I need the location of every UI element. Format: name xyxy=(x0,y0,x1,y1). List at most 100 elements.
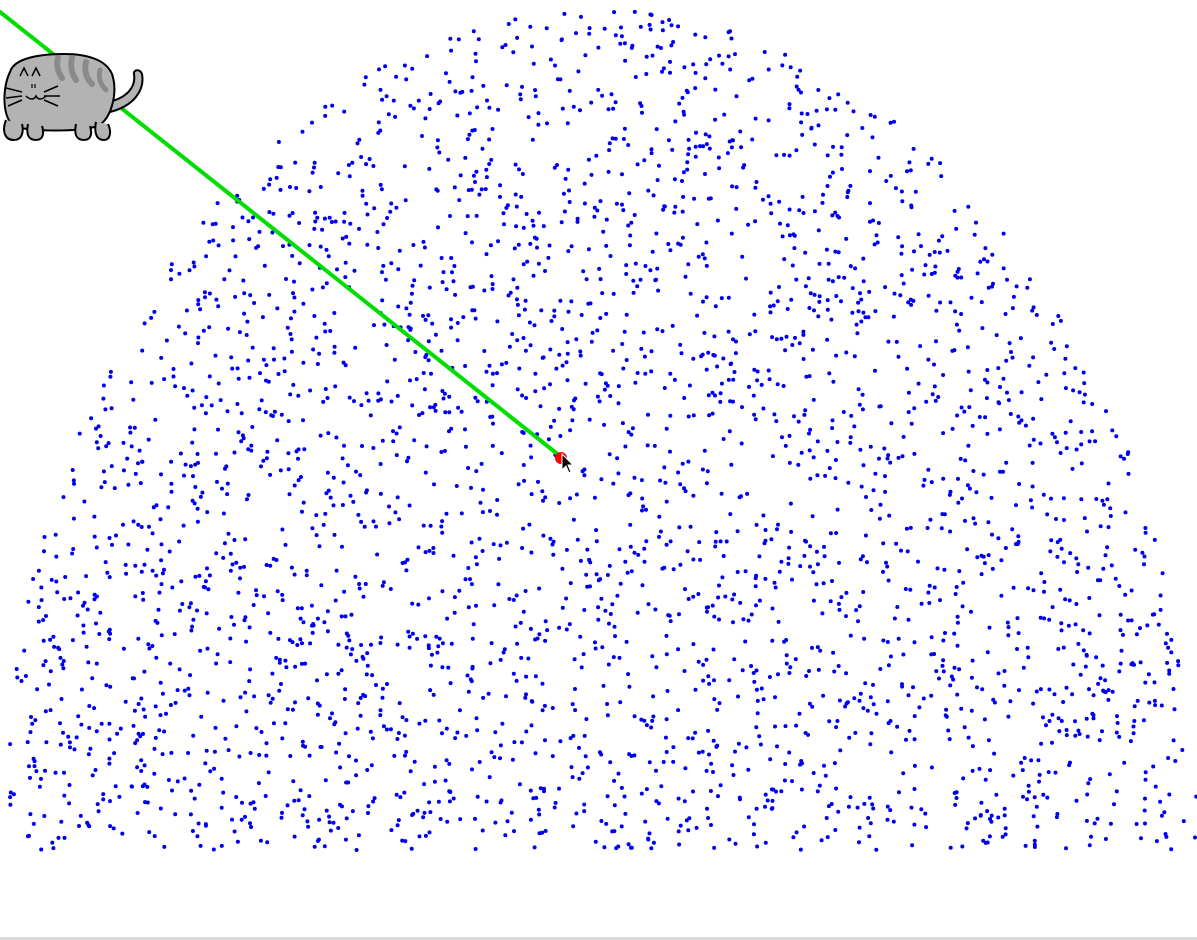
blue-dot xyxy=(532,323,537,328)
blue-dot xyxy=(662,565,667,570)
blue-dot xyxy=(834,353,839,358)
blue-dot xyxy=(873,309,878,314)
blue-dot xyxy=(820,611,825,616)
blue-dot xyxy=(531,273,536,278)
blue-dot xyxy=(516,482,521,487)
blue-dot xyxy=(424,444,429,449)
blue-dot xyxy=(427,800,432,805)
blue-dot xyxy=(513,162,518,167)
blue-dot xyxy=(859,319,864,324)
blue-dot xyxy=(978,259,983,264)
blue-dot xyxy=(888,460,893,465)
blue-dot xyxy=(627,684,632,689)
blue-dot xyxy=(395,393,400,398)
blue-dot xyxy=(796,87,801,92)
blue-dot xyxy=(944,707,949,712)
blue-dot xyxy=(243,615,248,620)
blue-dot xyxy=(570,702,575,707)
blue-dot xyxy=(1009,350,1013,354)
blue-dot xyxy=(341,360,346,365)
blue-dot xyxy=(96,424,101,429)
blue-dot xyxy=(749,612,754,617)
blue-dot xyxy=(81,603,85,608)
blue-dot xyxy=(229,615,234,619)
blue-dot xyxy=(907,160,912,165)
blue-dot xyxy=(594,153,599,158)
blue-dot xyxy=(394,205,399,210)
blue-dot xyxy=(126,482,131,487)
blue-dot xyxy=(376,246,381,250)
blue-dot xyxy=(84,644,89,649)
blue-dot xyxy=(713,117,718,122)
blue-dot xyxy=(490,371,495,376)
blue-dot xyxy=(159,542,164,547)
blue-dot xyxy=(540,489,545,494)
blue-dot xyxy=(825,307,830,312)
blue-dot xyxy=(295,643,300,647)
blue-dot xyxy=(36,605,41,610)
blue-dot xyxy=(763,528,768,532)
blue-dot xyxy=(410,66,415,71)
blue-dot xyxy=(564,627,569,632)
blue-dot xyxy=(895,605,900,609)
blue-dot xyxy=(639,717,644,722)
blue-dot xyxy=(825,337,830,342)
blue-dot xyxy=(531,61,536,66)
blue-dot xyxy=(361,692,366,697)
blue-dot xyxy=(184,308,189,313)
blue-dot xyxy=(552,308,557,313)
blue-dot xyxy=(696,254,701,259)
blue-dot xyxy=(266,770,271,775)
blue-dot xyxy=(397,701,402,706)
blue-dot xyxy=(340,503,345,507)
blue-dot xyxy=(133,594,138,599)
blue-dot xyxy=(206,587,211,592)
blue-dot xyxy=(599,819,604,823)
blue-dot xyxy=(1073,366,1078,371)
blue-dot xyxy=(55,590,60,595)
blue-dot xyxy=(836,275,841,280)
blue-dot xyxy=(814,549,819,554)
blue-dot xyxy=(173,384,178,389)
blue-dot xyxy=(1154,839,1159,844)
blue-dot xyxy=(747,384,751,389)
blue-dot xyxy=(213,725,218,730)
blue-dot xyxy=(845,195,850,199)
blue-dot xyxy=(369,642,373,647)
blue-dot xyxy=(825,298,830,303)
blue-dot xyxy=(1025,797,1029,802)
blue-dot xyxy=(1021,665,1026,670)
blue-dot xyxy=(142,669,147,674)
blue-dot xyxy=(286,451,291,456)
blue-dot xyxy=(1167,668,1172,673)
blue-dot xyxy=(495,512,499,517)
blue-dot xyxy=(264,741,269,746)
blue-dot xyxy=(467,111,472,116)
blue-dot xyxy=(1031,588,1036,593)
blue-dot xyxy=(340,804,344,809)
blue-dot xyxy=(378,128,383,133)
blue-dot xyxy=(181,523,186,528)
blue-dot xyxy=(342,697,347,701)
cat-icon[interactable] xyxy=(3,52,144,142)
blue-dot xyxy=(465,214,470,219)
blue-dot xyxy=(292,295,297,300)
blue-dot xyxy=(496,582,501,587)
blue-dot xyxy=(48,708,53,713)
blue-dot xyxy=(422,245,427,250)
blue-dot xyxy=(655,178,660,183)
blue-dot xyxy=(169,750,174,755)
blue-dot xyxy=(50,840,55,845)
blue-dot xyxy=(1107,772,1112,777)
blue-dot xyxy=(238,565,243,570)
blue-dot xyxy=(142,321,147,326)
blue-dot xyxy=(1070,466,1075,471)
blue-dot xyxy=(1106,525,1111,530)
blue-dot xyxy=(348,221,353,226)
blue-dot xyxy=(397,425,402,430)
blue-dot xyxy=(371,799,376,804)
blue-dot xyxy=(455,730,460,735)
blue-dot xyxy=(292,572,297,577)
blue-dot xyxy=(574,811,579,816)
